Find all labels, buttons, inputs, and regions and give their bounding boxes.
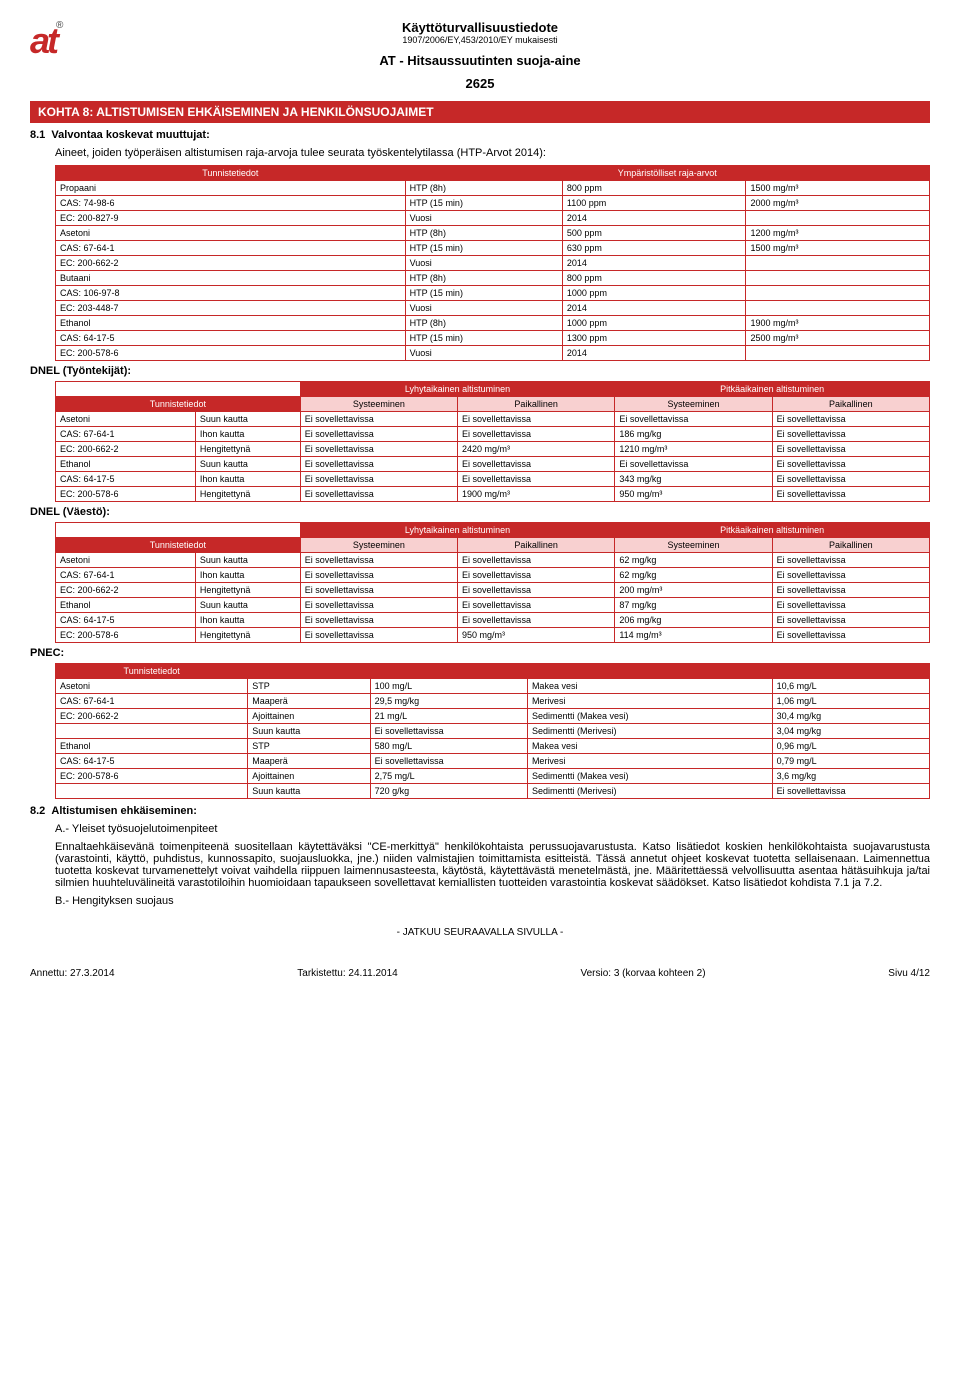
doc-title: Käyttöturvallisuustiedote (30, 20, 930, 35)
table-row: AsetoniSuun kauttaEi sovellettavissaEi s… (56, 412, 930, 427)
section-8-header: KOHTA 8: ALTISTUMISEN EHKÄISEMINEN JA HE… (30, 101, 930, 123)
table-row: AsetoniSTP100 mg/LMakea vesi10,6 mg/L (56, 679, 930, 694)
table-row: PropaaniHTP (8h)800 ppm1500 mg/m³ (56, 181, 930, 196)
dnel-workers-table: Lyhytaikainen altistuminen Pitkäaikainen… (55, 381, 930, 502)
t2-h-paik2: Paikallinen (772, 397, 929, 412)
table-row: CAS: 67-64-1Ihon kauttaEi sovellettaviss… (56, 568, 930, 583)
t3-h-short: Lyhytaikainen altistuminen (300, 523, 615, 538)
table-row: EthanolSuun kauttaEi sovellettavissaEi s… (56, 457, 930, 472)
table-row: EthanolHTP (8h)1000 ppm1900 mg/m³ (56, 316, 930, 331)
t3-h-paik1: Paikallinen (458, 538, 615, 553)
document-header: at® Käyttöturvallisuustiedote 1907/2006/… (30, 20, 930, 91)
table-row: Suun kautta720 g/kgSedimentti (Merivesi)… (56, 784, 930, 799)
table-row: CAS: 64-17-5HTP (15 min)1300 ppm2500 mg/… (56, 331, 930, 346)
t4-h-id: Tunnistetiedot (56, 664, 248, 679)
pnec-table: Tunnistetiedot AsetoniSTP100 mg/LMakea v… (55, 663, 930, 799)
s81-heading: 8.1 Valvontaa koskevat muuttujat: (30, 129, 930, 141)
table-row: EC: 200-827-9Vuosi2014 (56, 211, 930, 226)
t2-h-id: Tunnistetiedot (56, 397, 301, 412)
t2-h-paik1: Paikallinen (458, 397, 615, 412)
footer-issued: Annettu: 27.3.2014 (30, 968, 115, 979)
table-row: Suun kauttaEi sovellettavissaSedimentti … (56, 724, 930, 739)
t3-h-paik2: Paikallinen (772, 538, 929, 553)
product-title: AT - Hitsaussuutinten suoja-aine (30, 53, 930, 68)
table-row: CAS: 64-17-5MaaperäEi sovellettavissaMer… (56, 754, 930, 769)
s81-num: 8.1 (30, 129, 45, 141)
table-row: EC: 200-662-2Vuosi2014 (56, 256, 930, 271)
logo-text: at (30, 20, 56, 61)
t3-h-sys2: Systeeminen (615, 538, 772, 553)
t2-h-short: Lyhytaikainen altistuminen (300, 382, 615, 397)
s82-title: Altistumisen ehkäiseminen: (51, 805, 197, 817)
dnel-pop-table: Lyhytaikainen altistuminen Pitkäaikainen… (55, 522, 930, 643)
footer-page: Sivu 4/12 (888, 968, 930, 979)
t2-h-long: Pitkäaikainen altistuminen (615, 382, 930, 397)
footer-version: Versio: 3 (korvaa kohteen 2) (580, 968, 705, 979)
product-code: 2625 (30, 76, 930, 91)
table-row: CAS: 67-64-1HTP (15 min)630 ppm1500 mg/m… (56, 241, 930, 256)
limits-table: Tunnistetiedot Ympäristölliset raja-arvo… (55, 165, 930, 361)
table-row: AsetoniHTP (8h)500 ppm1200 mg/m³ (56, 226, 930, 241)
registered-icon: ® (56, 20, 63, 31)
logo: at® (30, 20, 63, 62)
t2-h-sys1: Systeeminen (300, 397, 457, 412)
table-row: CAS: 67-64-1Maaperä29,5 mg/kgMerivesi1,0… (56, 694, 930, 709)
t2-h-sys2: Systeeminen (615, 397, 772, 412)
table-row: CAS: 74-98-6HTP (15 min)1100 ppm2000 mg/… (56, 196, 930, 211)
table-row: EC: 200-662-2HengitettynäEi sovellettavi… (56, 442, 930, 457)
t1-header-env: Ympäristölliset raja-arvot (405, 166, 929, 181)
table-row: ButaaniHTP (8h)800 ppm (56, 271, 930, 286)
doc-subtitle: 1907/2006/EY,453/2010/EY mukaisesti (30, 35, 930, 45)
footer: Annettu: 27.3.2014 Tarkistettu: 24.11.20… (30, 968, 930, 979)
s81-title: Valvontaa koskevat muuttujat: (51, 129, 209, 141)
s82-heading: 8.2 Altistumisen ehkäiseminen: (30, 805, 930, 817)
footer-revised: Tarkistettu: 24.11.2014 (297, 968, 397, 979)
table-row: EC: 200-578-6HengitettynäEi sovellettavi… (56, 628, 930, 643)
s82-a-text: Ennaltaehkäisevänä toimenpiteenä suosite… (55, 841, 930, 889)
table-row: EC: 200-662-2Ajoittainen21 mg/LSedimentt… (56, 709, 930, 724)
table-row: EC: 203-448-7Vuosi2014 (56, 301, 930, 316)
s81-intro: Aineet, joiden työperäisen altistumisen … (55, 147, 930, 159)
continue-notice: - JATKUU SEURAAVALLA SIVULLA - (30, 927, 930, 938)
table-row: EC: 200-662-2HengitettynäEi sovellettavi… (56, 583, 930, 598)
table-row: EthanolSuun kauttaEi sovellettavissaEi s… (56, 598, 930, 613)
s82-num: 8.2 (30, 805, 45, 817)
table-row: EthanolSTP580 mg/LMakea vesi0,96 mg/L (56, 739, 930, 754)
pnec-label: PNEC: (30, 647, 930, 659)
t3-h-sys1: Systeeminen (300, 538, 457, 553)
s82-a-heading: A.- Yleiset työsuojelutoimenpiteet (55, 823, 930, 835)
s82-b-heading: B.- Hengityksen suojaus (55, 895, 930, 907)
t1-header-id: Tunnistetiedot (56, 166, 406, 181)
dnel-workers-label: DNEL (Työntekijät): (30, 365, 930, 377)
table-row: CAS: 106-97-8HTP (15 min)1000 ppm (56, 286, 930, 301)
table-row: EC: 200-578-6Vuosi2014 (56, 346, 930, 361)
table-row: AsetoniSuun kauttaEi sovellettavissaEi s… (56, 553, 930, 568)
table-row: EC: 200-578-6HengitettynäEi sovellettavi… (56, 487, 930, 502)
table-row: EC: 200-578-6Ajoittainen2,75 mg/LSedimen… (56, 769, 930, 784)
t3-h-long: Pitkäaikainen altistuminen (615, 523, 930, 538)
dnel-pop-label: DNEL (Väestö): (30, 506, 930, 518)
table-row: CAS: 64-17-5Ihon kauttaEi sovellettaviss… (56, 613, 930, 628)
table-row: CAS: 67-64-1Ihon kauttaEi sovellettaviss… (56, 427, 930, 442)
t3-h-id: Tunnistetiedot (56, 538, 301, 553)
table-row: CAS: 64-17-5Ihon kauttaEi sovellettaviss… (56, 472, 930, 487)
